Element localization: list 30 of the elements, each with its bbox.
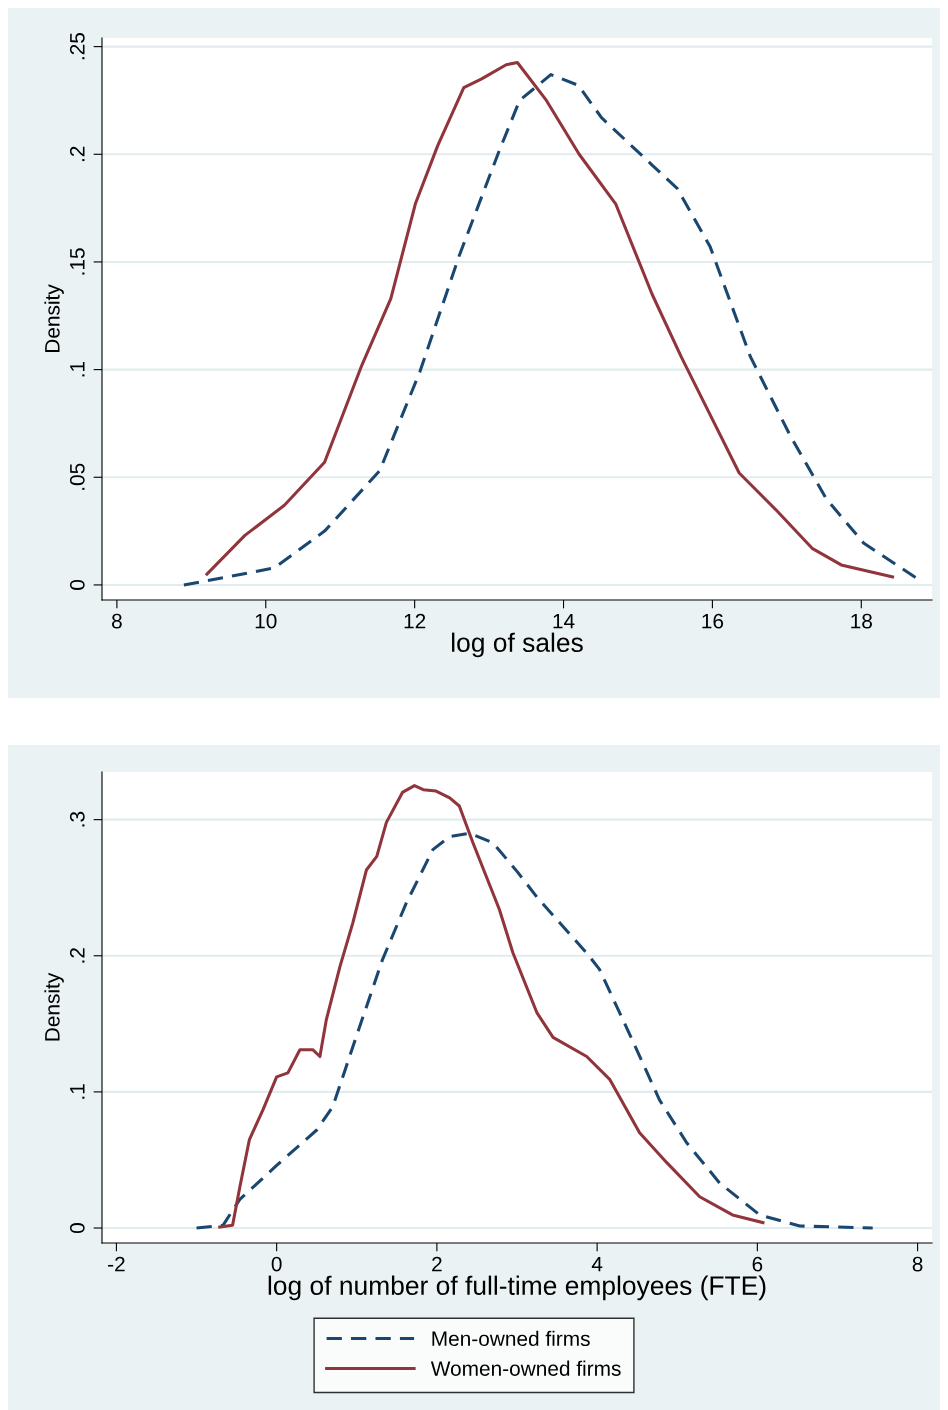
line-series	[218, 784, 765, 1229]
legend-label: Men-owned firms	[432, 1330, 590, 1347]
y-tick-label: 0	[69, 1223, 85, 1233]
y-axis-title: Density	[44, 972, 64, 1041]
x-tick-label: 16	[702, 613, 724, 629]
x-axis-title: log of number of full-time employees (FTE)	[268, 1275, 766, 1301]
x-tick-label: 18	[851, 613, 872, 629]
y-tick-label: .05	[69, 463, 85, 490]
x-axis-title: log of sales	[452, 632, 583, 658]
y-tick-label: .3	[69, 811, 85, 827]
x-tick-label: 6	[752, 1256, 763, 1272]
line-series	[195, 831, 875, 1230]
y-tick-label: 0	[69, 579, 85, 590]
y-tick-label: .1	[70, 1084, 85, 1099]
x-tick-label: 8	[912, 1256, 923, 1272]
y-tick-label: .2	[69, 948, 85, 963]
y-tick-label: .2	[69, 146, 85, 162]
x-tick-label: 0	[271, 1256, 282, 1272]
x-tick-label: 2	[432, 1256, 442, 1272]
y-tick-label: .1	[70, 361, 85, 377]
x-tick-label: 4	[591, 1256, 603, 1272]
y-axis-title: Density	[44, 284, 64, 353]
x-tick-label: 14	[553, 613, 575, 629]
legend-label: Women-owned firms	[430, 1360, 621, 1376]
x-tick-label: 12	[404, 613, 426, 629]
x-tick-label: 10	[255, 613, 277, 629]
y-tick-label: .25	[69, 33, 85, 60]
x-tick-label: -2	[108, 1256, 125, 1272]
x-tick-label: 8	[112, 613, 122, 629]
y-tick-label: .15	[70, 248, 85, 275]
